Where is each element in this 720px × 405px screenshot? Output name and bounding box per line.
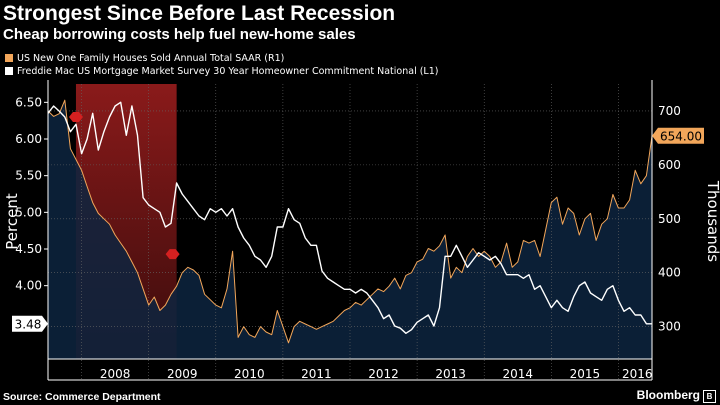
sales-value-tag bbox=[652, 127, 704, 144]
bloomberg-mark-icon: B bbox=[703, 390, 716, 403]
bloomberg-logo: Bloomberg B bbox=[637, 388, 716, 403]
sales-line bbox=[47, 99, 653, 344]
x-tick-label: 2014 bbox=[503, 367, 534, 381]
rate-value-tag bbox=[12, 315, 48, 332]
legend-item-rate: Freddie Mac US Mortgage Market Survey 30… bbox=[5, 66, 438, 77]
brand-name: Bloomberg bbox=[636, 388, 700, 402]
source-note: Source: Commerce Department bbox=[3, 391, 161, 403]
x-tick-label: 2009 bbox=[167, 367, 198, 381]
recession-end-marker-icon bbox=[165, 249, 180, 260]
x-tick-label: 2013 bbox=[435, 367, 466, 381]
legend-item-sales: US New One Family Houses Sold Annual Tot… bbox=[5, 53, 284, 64]
left-tick-label: 6.00 bbox=[15, 132, 42, 146]
right-axis-title: Thousands bbox=[704, 180, 720, 262]
left-tick-label: 4.50 bbox=[15, 242, 42, 256]
sales-area bbox=[48, 100, 652, 359]
mortgage-rate-line bbox=[47, 101, 652, 334]
sales-value-label: 654.00 bbox=[660, 129, 702, 143]
x-tick-label: 2011 bbox=[301, 367, 332, 381]
legend-swatch-rate bbox=[5, 67, 13, 75]
chart-subtitle: Cheap borrowing costs help fuel new-home… bbox=[3, 26, 356, 43]
x-tick-label: 2015 bbox=[570, 367, 601, 381]
recession-start-marker-icon bbox=[68, 112, 83, 122]
x-tick-label: 2008 bbox=[100, 367, 131, 381]
rate-value-label: 3.48 bbox=[15, 317, 42, 331]
right-tick-label: 300 bbox=[658, 320, 681, 334]
x-tick-label: 2016 bbox=[622, 367, 653, 381]
right-tick-label: 400 bbox=[658, 266, 681, 280]
left-axis-title: Percent bbox=[3, 193, 21, 250]
right-tick-label: 600 bbox=[658, 158, 681, 172]
legend-label-rate: Freddie Mac US Mortgage Market Survey 30… bbox=[17, 66, 439, 77]
left-tick-label: 6.50 bbox=[15, 95, 42, 109]
x-tick-label: 2012 bbox=[368, 367, 399, 381]
right-tick-label: 700 bbox=[658, 104, 681, 118]
right-tick-label: 500 bbox=[658, 212, 681, 226]
legend-label-sales: US New One Family Houses Sold Annual Tot… bbox=[17, 53, 285, 64]
left-tick-label: 4.00 bbox=[15, 279, 42, 293]
legend-swatch-sales bbox=[5, 54, 13, 62]
x-tick-label: 2010 bbox=[234, 367, 265, 381]
left-tick-label: 5.00 bbox=[15, 205, 42, 219]
chart-title: Strongest Since Before Last Recession bbox=[3, 2, 396, 25]
left-tick-label: 5.50 bbox=[15, 169, 42, 183]
